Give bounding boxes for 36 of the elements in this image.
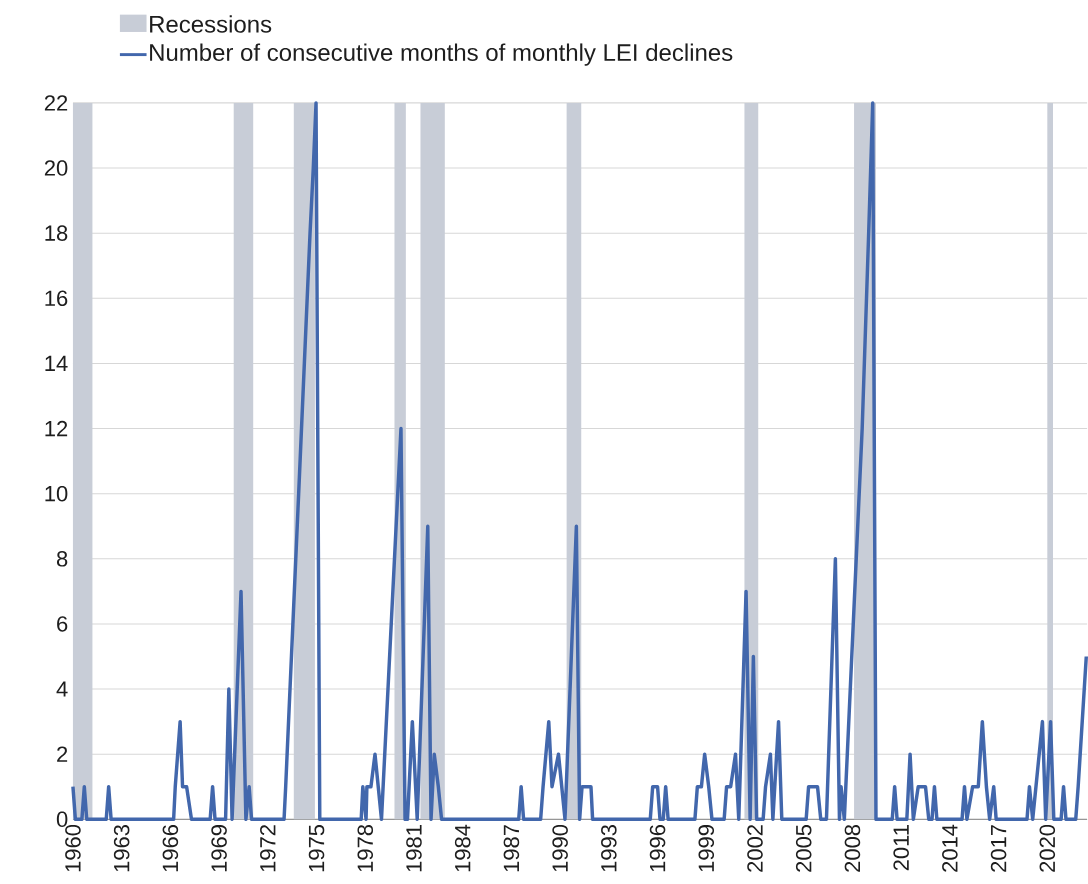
x-tick-label: 2014 <box>942 824 958 872</box>
x-tick-label: 1978 <box>357 824 374 872</box>
x-tick-label: 1969 <box>211 824 227 872</box>
y-tick-label: 16 <box>45 290 68 306</box>
x-tick-label: 1975 <box>308 824 325 872</box>
y-tick-label: 14 <box>45 355 68 371</box>
x-tick-label: 1996 <box>649 824 666 872</box>
legend-label: Recessions <box>150 15 272 33</box>
y-tick-label: 6 <box>57 616 68 632</box>
y-tick-label: 18 <box>45 225 68 241</box>
x-tick-label: 2020 <box>1039 824 1056 872</box>
legend-label: Number of consecutive months of monthly LEI declines <box>150 43 733 66</box>
x-tick-label: 1963 <box>113 824 130 872</box>
y-tick-label: 12 <box>45 420 68 437</box>
x-tick-label: 2017 <box>990 825 1007 872</box>
x-tick-label: 1984 <box>454 824 471 872</box>
x-tick-label: 1960 <box>65 824 81 872</box>
y-tick-label: 20 <box>44 160 68 176</box>
y-tick-label: 2 <box>57 746 68 762</box>
x-tick-label: 2005 <box>795 824 812 872</box>
y-tick-label: 0 <box>56 811 68 827</box>
x-tick-label: 2011 <box>893 824 909 871</box>
x-tick-label: 1987 <box>503 825 520 872</box>
x-tick-label: 1966 <box>162 824 179 872</box>
x-tick-label: 1990 <box>552 824 568 872</box>
x-tick-label: 1999 <box>698 824 715 872</box>
x-tick-label: 1993 <box>601 824 617 872</box>
y-tick-label: 4 <box>56 681 68 697</box>
x-tick-label: 2002 <box>747 825 763 872</box>
x-tick-label: 2008 <box>844 824 861 872</box>
y-tick-label: 10 <box>45 485 68 502</box>
x-tick-label: 1972 <box>260 825 276 872</box>
y-tick-label: 8 <box>56 550 68 567</box>
y-tick-label: 22 <box>44 95 68 111</box>
line-series <box>71 101 1088 821</box>
x-tick-label: 1981 <box>406 824 422 872</box>
